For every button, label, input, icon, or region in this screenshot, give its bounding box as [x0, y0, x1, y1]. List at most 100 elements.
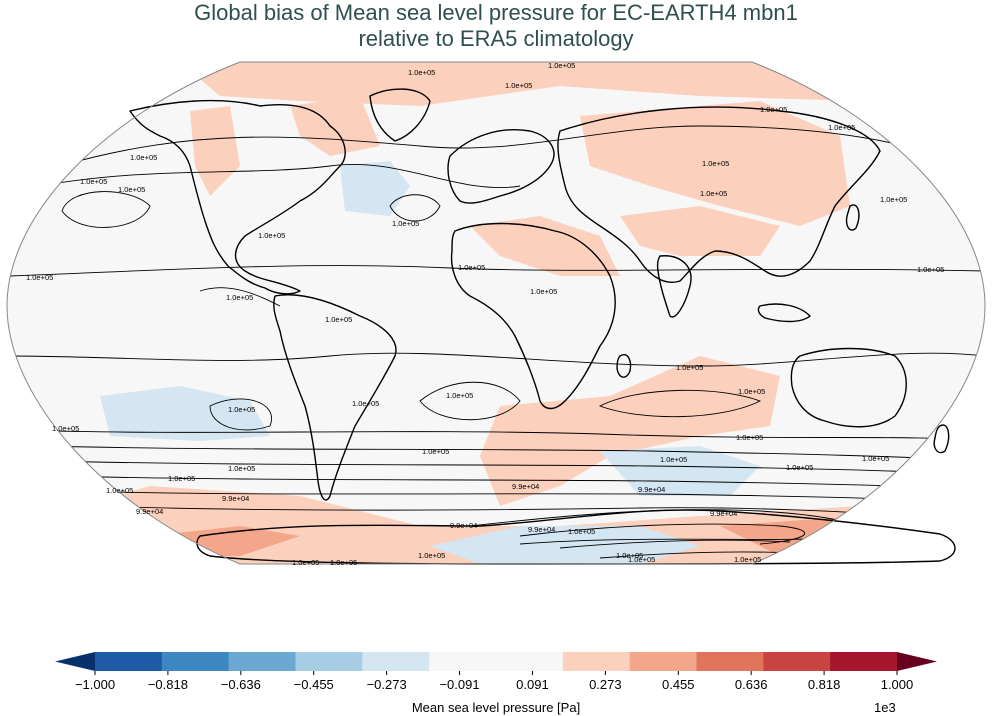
north-america-coast: [129, 99, 346, 295]
contour-label: 1.0e+05: [330, 558, 357, 567]
contour-label: 1.0e+05: [880, 195, 907, 204]
africa-coast: [450, 222, 616, 410]
south-america-coast: [273, 294, 397, 501]
contour-label: 1.0e+05: [292, 558, 319, 567]
contour-label: 1.0e+05: [530, 287, 557, 296]
contour-label: 1.0e+05: [828, 123, 855, 132]
colorbar-bin: [562, 652, 631, 671]
contour-label: 1.0e+05: [325, 315, 352, 324]
colorbar-tick-label: 0.273: [589, 677, 622, 692]
colorbar-bin: [629, 652, 697, 671]
contour-label: 1.0e+05: [422, 447, 449, 456]
colorbar: −1.000 −0.818 −0.636 −0.455 −0.273 −0.091 0.09…: [0, 650, 992, 716]
colorbar-tick-label: 0.818: [808, 677, 841, 692]
contour-label: 1.0e+05: [446, 391, 473, 400]
contour-label: 1.0e+05: [628, 555, 655, 564]
contour-label: 9.9e+04: [222, 494, 249, 503]
contour-label: 1.0e+05: [226, 293, 253, 302]
greenland-coast: [369, 88, 431, 142]
australia-coast: [790, 347, 907, 428]
contour-label: 1.0e+05: [352, 399, 379, 408]
contour-label: 1.0e+05: [106, 486, 133, 495]
colorbar-extend-min: [55, 652, 95, 671]
colorbar-bins: [95, 652, 898, 671]
colorbar-tick-label: −0.818: [148, 677, 188, 692]
contour-label: 1.0e+05: [616, 551, 643, 560]
contour-label: 9.9e+04: [638, 485, 665, 494]
contour-label: 1.0e+05: [26, 273, 53, 282]
contour-label: 1.0e+05: [862, 454, 889, 463]
colorbar-tick-label: −0.091: [439, 677, 479, 692]
contour-label: 1.0e+05: [568, 527, 595, 536]
colorbar-bin: [362, 652, 430, 671]
colorbar-bin: [696, 652, 764, 671]
contour-label: 1.0e+05: [52, 424, 79, 433]
contour-label: 1.0e+05: [786, 463, 813, 472]
contour-label: 1.0e+05: [168, 474, 195, 483]
colorbar-bin: [429, 652, 497, 671]
contour-label: 9.9e+04: [710, 509, 737, 518]
contour-label: 1.0e+05: [228, 405, 255, 414]
robinson-map: 1.0e+05 1.0e+05 1.0e+05 1.0e+05 1.0e+05 …: [6, 61, 986, 567]
colorbar-bin: [496, 652, 564, 671]
figure-title: Global bias of Mean sea level pressure f…: [0, 0, 992, 52]
india-coast: [656, 255, 692, 318]
contour-label: 1.0e+05: [660, 455, 687, 464]
asia-coast: [557, 106, 881, 283]
indonesia-coast: [757, 303, 811, 323]
contour-label: 9.9e+04: [136, 507, 163, 516]
colorbar-tick-label: 1.000: [881, 677, 914, 692]
colorbar-svg: −1.000 −0.818 −0.636 −0.455 −0.273 −0.091 0.09…: [55, 652, 937, 692]
contour-label: 1.0e+05: [258, 231, 285, 240]
contour-label-group: 1.0e+05 1.0e+05 1.0e+05 1.0e+05 1.0e+05 …: [26, 61, 944, 567]
contour-label: 1.0e+05: [734, 555, 761, 564]
contour-label: 9.9e+04: [512, 482, 539, 491]
colorbar-tick-label: −0.273: [367, 677, 407, 692]
colorbar-bin: [763, 652, 831, 671]
contour-label: 1.0e+05: [736, 433, 763, 442]
colorbar-tick-label: 0.455: [662, 677, 695, 692]
contour-label: 1.0e+05: [418, 551, 445, 560]
colorbar-tick-label: 0.091: [516, 677, 549, 692]
contour-label: 1.0e+05: [392, 219, 419, 228]
new-zealand-coast: [933, 424, 950, 454]
globe-outline: [6, 61, 986, 565]
contour-label: 1.0e+05: [700, 189, 727, 198]
contour-label: 1.0e+05: [917, 265, 944, 274]
contour-label: 1.0e+05: [80, 177, 107, 186]
antarctica-coast: [196, 509, 956, 565]
contour-label: 1.0e+05: [130, 153, 157, 162]
colorbar-tick-label: −0.455: [294, 677, 334, 692]
colorbar-bin: [95, 652, 163, 671]
colorbar-tick-label: −0.636: [221, 677, 261, 692]
contour-label: 1.0e+05: [228, 464, 255, 473]
colorbar-extend-max: [897, 652, 937, 671]
colorbar-bin: [161, 652, 230, 671]
contour-label: 1.0e+05: [505, 81, 532, 90]
contour-label: 1.0e+05: [676, 363, 703, 372]
contour-label: 1.0e+05: [738, 387, 765, 396]
colorbar-label: Mean sea level pressure [Pa]: [411, 700, 581, 715]
contour-label: 9.9e+04: [450, 521, 477, 530]
colorbar-tick-label: 0.636: [735, 677, 768, 692]
colorbar-exponent: 1e3: [874, 700, 896, 715]
colorbar-bin: [830, 652, 898, 671]
title-line-1: Global bias of Mean sea level pressure f…: [194, 0, 798, 25]
contour-label: 1.0e+05: [118, 185, 145, 194]
contour-label: 1.0e+05: [760, 105, 787, 114]
contour-label: 1.0e+05: [408, 68, 435, 77]
colorbar-ticks: −1.000 −0.818 −0.636 −0.455 −0.273 −0.091 0.09…: [75, 671, 913, 692]
coastlines: [129, 88, 956, 565]
map-panel: 1.0e+05 1.0e+05 1.0e+05 1.0e+05 1.0e+05 …: [0, 56, 992, 572]
contour-label: 9.9e+04: [528, 525, 555, 534]
madagascar-coast: [616, 354, 632, 378]
colorbar-bin: [228, 652, 296, 671]
bias-field: [7, 62, 985, 564]
japan-coast: [845, 204, 860, 231]
contour-label: 1.0e+05: [548, 61, 575, 70]
colorbar-tick-label: −1.000: [75, 677, 115, 692]
europe-coast: [447, 129, 555, 204]
contour-label: 1.0e+05: [458, 263, 485, 272]
contour-label: 1.0e+05: [702, 159, 729, 168]
colorbar-bin: [295, 652, 363, 671]
